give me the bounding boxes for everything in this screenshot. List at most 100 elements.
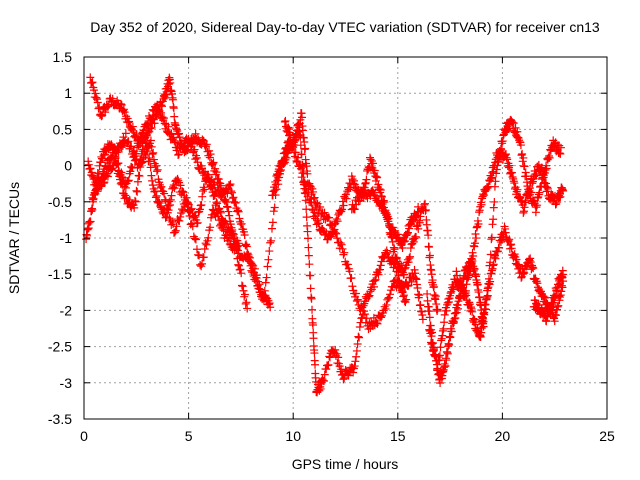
data-point — [311, 211, 320, 220]
data-point — [311, 360, 320, 369]
data-point — [266, 238, 275, 247]
data-point — [167, 191, 176, 200]
data-point — [425, 251, 434, 260]
data-point — [483, 291, 492, 300]
data-point — [455, 276, 464, 285]
data-point — [470, 315, 479, 324]
data-point — [519, 153, 528, 162]
data-point — [114, 166, 123, 175]
data-point — [190, 234, 199, 243]
data-point — [380, 198, 389, 207]
x-tick-label: 15 — [390, 428, 406, 444]
data-point — [472, 234, 481, 243]
data-point — [91, 89, 100, 98]
data-point — [147, 114, 156, 123]
data-point — [513, 185, 522, 194]
data-point — [491, 177, 500, 186]
data-point — [156, 108, 165, 117]
data-point — [172, 222, 181, 231]
data-point — [293, 153, 302, 162]
data-point — [298, 113, 307, 122]
data-point — [306, 284, 315, 293]
data-point — [440, 318, 449, 327]
y-tick-label: 1 — [64, 85, 72, 101]
data-point — [339, 375, 348, 384]
data-point — [206, 223, 215, 232]
data-point — [279, 156, 288, 165]
chart-title: Day 352 of 2020, Sidereal Day-to-day VTE… — [90, 19, 600, 35]
data-point — [259, 291, 268, 300]
data-point — [240, 290, 249, 299]
data-point — [205, 153, 214, 162]
data-point — [139, 126, 148, 135]
data-point — [233, 206, 242, 215]
data-point — [406, 252, 415, 261]
data-point — [468, 307, 477, 316]
data-point — [214, 212, 223, 221]
data-point — [421, 205, 430, 214]
data-point — [208, 205, 217, 214]
data-point — [153, 165, 162, 174]
data-point — [346, 183, 355, 192]
data-point — [298, 126, 307, 135]
data-point — [228, 194, 237, 203]
data-point — [372, 318, 381, 327]
data-point — [230, 197, 239, 206]
data-point — [341, 190, 350, 199]
data-point — [307, 294, 316, 303]
data-point — [159, 116, 168, 125]
data-point — [127, 142, 136, 151]
data-point — [170, 184, 179, 193]
data-point — [94, 104, 103, 113]
data-point — [145, 157, 154, 166]
data-point — [385, 219, 394, 228]
data-point — [86, 217, 95, 226]
data-point — [275, 169, 284, 178]
data-point — [264, 255, 273, 264]
data-point — [90, 86, 99, 95]
data-point — [206, 150, 215, 159]
data-point — [337, 365, 346, 374]
data-point — [212, 198, 221, 207]
y-tick-label: -0.5 — [48, 194, 72, 210]
data-point — [301, 144, 310, 153]
data-point — [223, 202, 232, 211]
data-point — [447, 327, 456, 336]
data-point — [298, 169, 307, 178]
data-point — [137, 158, 146, 167]
data-point — [171, 138, 180, 147]
data-point — [505, 235, 514, 244]
data-point — [303, 234, 312, 243]
data-point — [149, 148, 158, 157]
data-point — [152, 191, 161, 200]
data-point — [388, 237, 397, 246]
data-point — [178, 187, 187, 196]
data-point — [153, 101, 162, 110]
data-point — [224, 233, 233, 242]
data-point — [415, 216, 424, 225]
data-point — [188, 222, 197, 231]
data-point — [305, 260, 314, 269]
data-marks-layer — [82, 73, 568, 397]
data-point — [183, 146, 192, 155]
satellite-track-5 — [268, 127, 411, 397]
data-point — [291, 148, 300, 157]
data-point — [370, 190, 379, 199]
data-point — [282, 143, 291, 152]
data-point — [529, 264, 538, 273]
data-point — [147, 171, 156, 180]
data-point — [435, 351, 444, 360]
satellite-track-7 — [274, 130, 423, 252]
data-point — [403, 228, 412, 237]
data-point — [200, 244, 209, 253]
satellite-track-11 — [452, 145, 568, 301]
data-point — [446, 333, 455, 342]
data-point — [261, 278, 270, 287]
data-point — [315, 204, 324, 213]
data-point — [219, 226, 228, 235]
data-point — [376, 265, 385, 274]
data-point — [319, 376, 328, 385]
data-point — [252, 271, 261, 280]
data-point — [234, 261, 243, 270]
data-point — [427, 270, 436, 279]
